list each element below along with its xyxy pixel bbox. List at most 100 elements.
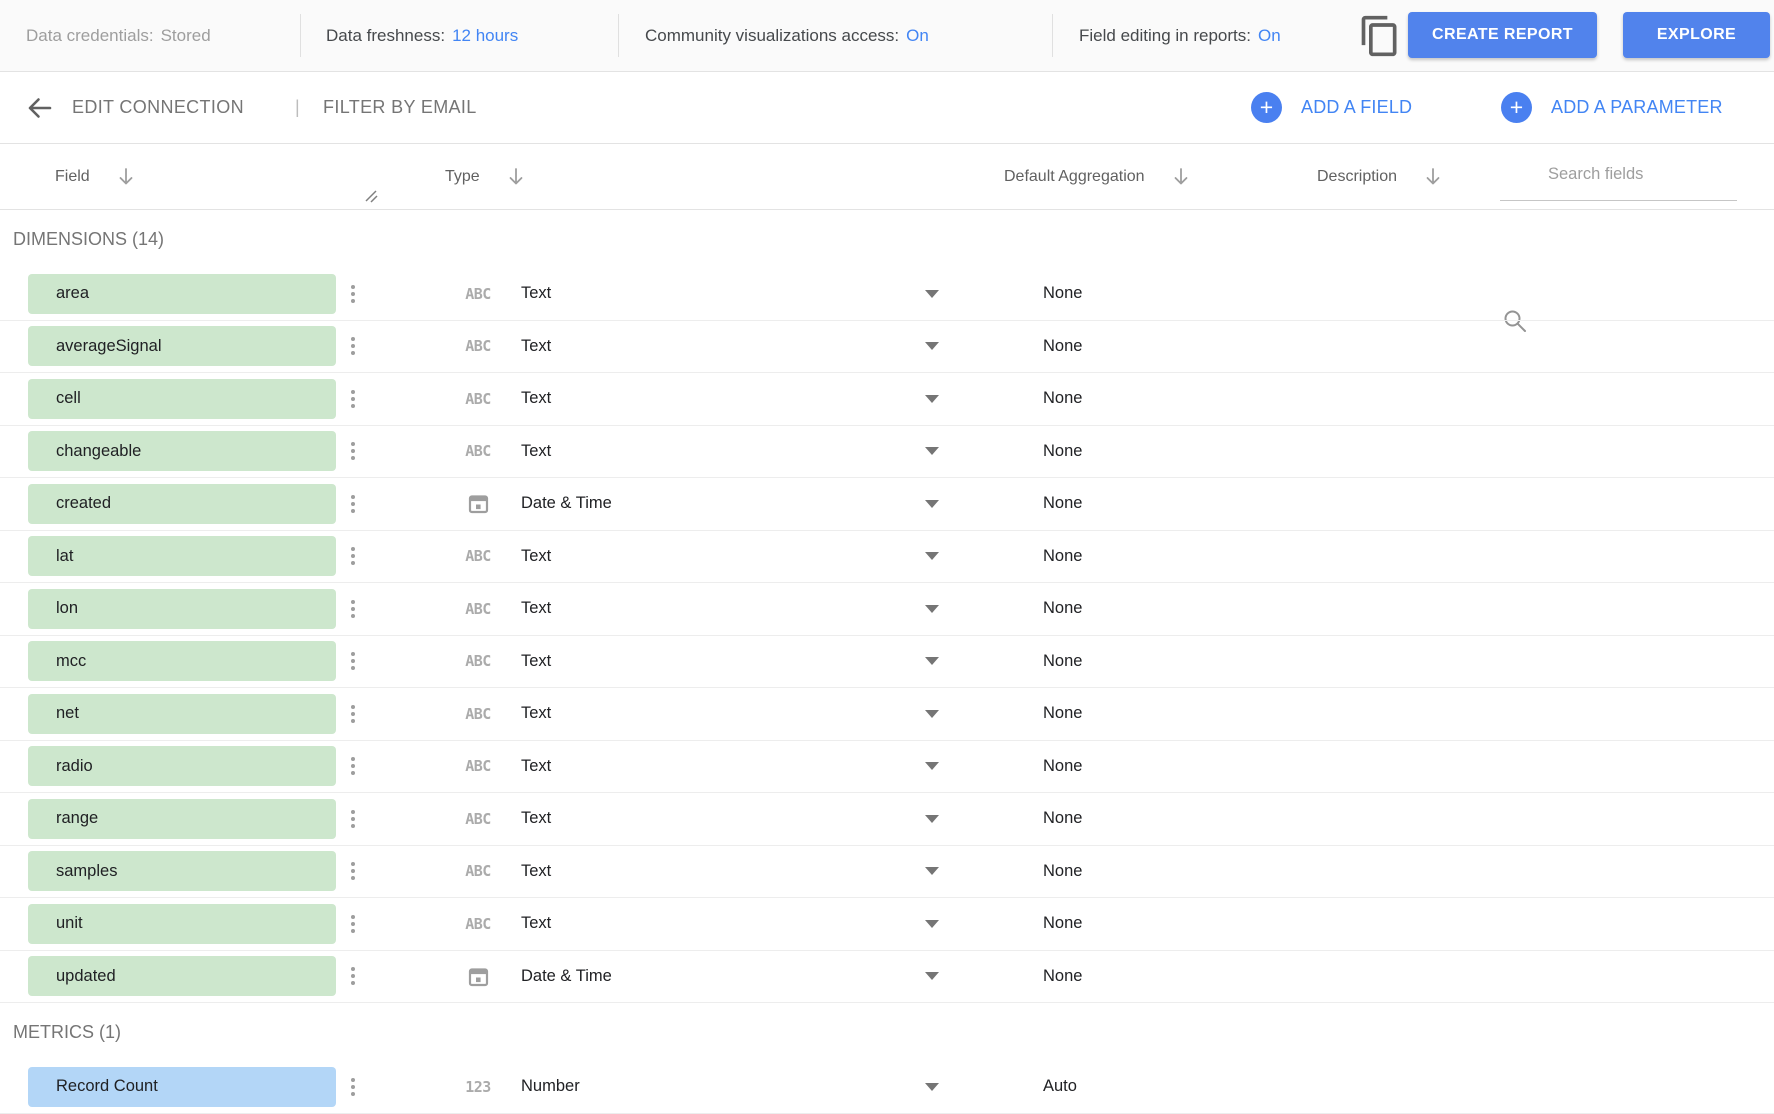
- field-chip[interactable]: mcc: [28, 641, 336, 682]
- type-value[interactable]: Text: [521, 284, 552, 303]
- field-chip[interactable]: cell: [28, 378, 336, 419]
- text-abc-icon: ABC: [465, 547, 491, 566]
- copy-icon[interactable]: [1358, 13, 1402, 62]
- add-a-parameter-button[interactable]: + ADD A PARAMETER: [1501, 72, 1723, 143]
- dropdown-arrow-icon[interactable]: [925, 1082, 939, 1091]
- divider: [618, 14, 619, 57]
- filter-by-email-button[interactable]: FILTER BY EMAIL: [323, 97, 477, 117]
- field-chip[interactable]: net: [28, 693, 336, 734]
- type-value[interactable]: Text: [521, 599, 552, 618]
- plus-icon: +: [1501, 92, 1532, 123]
- create-report-button[interactable]: CREATE REPORT: [1408, 12, 1597, 58]
- type-value[interactable]: Text: [521, 861, 552, 880]
- dropdown-arrow-icon[interactable]: [925, 972, 939, 981]
- field-chip[interactable]: samples: [28, 851, 336, 892]
- kebab-menu-icon[interactable]: [351, 1077, 355, 1096]
- table-row: averageSignal ABC Text None: [0, 321, 1774, 373]
- type-value[interactable]: Number: [521, 1077, 580, 1096]
- aggregation-value: None: [1043, 809, 1083, 828]
- kebab-menu-icon[interactable]: [351, 914, 355, 933]
- type-value[interactable]: Date & Time: [521, 966, 612, 985]
- dropdown-arrow-icon[interactable]: [925, 762, 939, 771]
- dropdown-arrow-icon[interactable]: [925, 499, 939, 508]
- table-row: changeable ABC Text None: [0, 426, 1774, 478]
- kebab-menu-icon[interactable]: [351, 547, 355, 566]
- dropdown-arrow-icon[interactable]: [925, 814, 939, 823]
- column-header-default-aggregation[interactable]: Default Aggregation: [1004, 144, 1191, 209]
- dropdown-arrow-icon[interactable]: [925, 552, 939, 561]
- kebab-menu-icon[interactable]: [351, 809, 355, 828]
- kebab-menu-icon[interactable]: [351, 652, 355, 671]
- column-header-description[interactable]: Description: [1317, 144, 1443, 209]
- dropdown-arrow-icon[interactable]: [925, 604, 939, 613]
- field-chip[interactable]: lat: [28, 536, 336, 577]
- calendar-icon: [468, 495, 488, 514]
- type-value[interactable]: Text: [521, 704, 552, 723]
- field-editing-value: On: [1257, 25, 1281, 45]
- type-value[interactable]: Text: [521, 441, 552, 460]
- back-button[interactable]: [24, 72, 54, 143]
- dropdown-arrow-icon[interactable]: [925, 657, 939, 666]
- kebab-menu-icon[interactable]: [351, 757, 355, 776]
- field-chip[interactable]: changeable: [28, 431, 336, 472]
- aggregation-value: Auto: [1043, 1077, 1077, 1096]
- content-copy-icon: [1361, 15, 1397, 57]
- kebab-menu-icon[interactable]: [351, 704, 355, 723]
- type-value[interactable]: Text: [521, 389, 552, 408]
- search-fields-input[interactable]: [1546, 164, 1740, 185]
- data-freshness[interactable]: Data freshness: 12 hours: [326, 0, 518, 71]
- field-chip[interactable]: area: [28, 273, 336, 314]
- column-header-field[interactable]: Field: [55, 144, 136, 209]
- data-credentials[interactable]: Data credentials: Stored: [26, 0, 211, 71]
- table-row: samples ABC Text None: [0, 846, 1774, 898]
- type-value[interactable]: Date & Time: [521, 494, 612, 513]
- field-chip[interactable]: lon: [28, 588, 336, 629]
- field-chip[interactable]: radio: [28, 746, 336, 787]
- field-editing-in-reports[interactable]: Field editing in reports: On: [1079, 0, 1281, 71]
- column-resize-handle[interactable]: [363, 188, 379, 204]
- aggregation-value: None: [1043, 599, 1083, 618]
- dropdown-arrow-icon[interactable]: [925, 394, 939, 403]
- kebab-menu-icon[interactable]: [351, 337, 355, 356]
- dropdown-arrow-icon[interactable]: [925, 709, 939, 718]
- add-a-field-button[interactable]: + ADD A FIELD: [1251, 72, 1412, 143]
- dropdown-arrow-icon[interactable]: [925, 342, 939, 351]
- field-list: DIMENSIONS (14) area ABC Text None avera…: [0, 210, 1774, 1114]
- field-chip-label: created: [56, 494, 112, 513]
- kebab-menu-icon[interactable]: [351, 389, 355, 408]
- field-chip[interactable]: created: [28, 483, 336, 524]
- type-value[interactable]: Text: [521, 809, 552, 828]
- dropdown-arrow-icon[interactable]: [925, 447, 939, 456]
- table-row: lat ABC Text None: [0, 531, 1774, 583]
- status-bar: Data credentials: Stored Data freshness:…: [0, 0, 1774, 72]
- dropdown-arrow-icon[interactable]: [925, 867, 939, 876]
- field-chip[interactable]: range: [28, 798, 336, 839]
- text-abc-icon: ABC: [465, 337, 491, 356]
- type-value[interactable]: Text: [521, 336, 552, 355]
- type-value[interactable]: Text: [521, 914, 552, 933]
- text-abc-icon: ABC: [465, 914, 491, 933]
- kebab-menu-icon[interactable]: [351, 862, 355, 881]
- calendar-icon: [456, 965, 500, 988]
- field-editing-label: Field editing in reports:: [1079, 25, 1251, 45]
- kebab-menu-icon[interactable]: [351, 284, 355, 303]
- kebab-menu-icon[interactable]: [351, 442, 355, 461]
- community-visualizations-access[interactable]: Community visualizations access: On: [645, 0, 929, 71]
- type-value[interactable]: Text: [521, 651, 552, 670]
- field-chip[interactable]: updated: [28, 956, 336, 997]
- type-value[interactable]: Text: [521, 756, 552, 775]
- sort-down-icon: [1174, 167, 1187, 184]
- dropdown-arrow-icon[interactable]: [925, 289, 939, 298]
- sort-down-icon: [119, 167, 133, 184]
- kebab-menu-icon[interactable]: [351, 599, 355, 618]
- field-chip[interactable]: Record Count: [28, 1066, 336, 1107]
- dropdown-arrow-icon[interactable]: [925, 919, 939, 928]
- kebab-menu-icon[interactable]: [351, 967, 355, 986]
- field-chip[interactable]: averageSignal: [28, 326, 336, 367]
- kebab-menu-icon[interactable]: [351, 494, 355, 513]
- type-value[interactable]: Text: [521, 546, 552, 565]
- field-chip[interactable]: unit: [28, 903, 336, 944]
- explore-button[interactable]: EXPLORE: [1623, 12, 1770, 58]
- edit-connection-button[interactable]: EDIT CONNECTION: [72, 97, 244, 117]
- column-header-type[interactable]: Type: [445, 144, 526, 209]
